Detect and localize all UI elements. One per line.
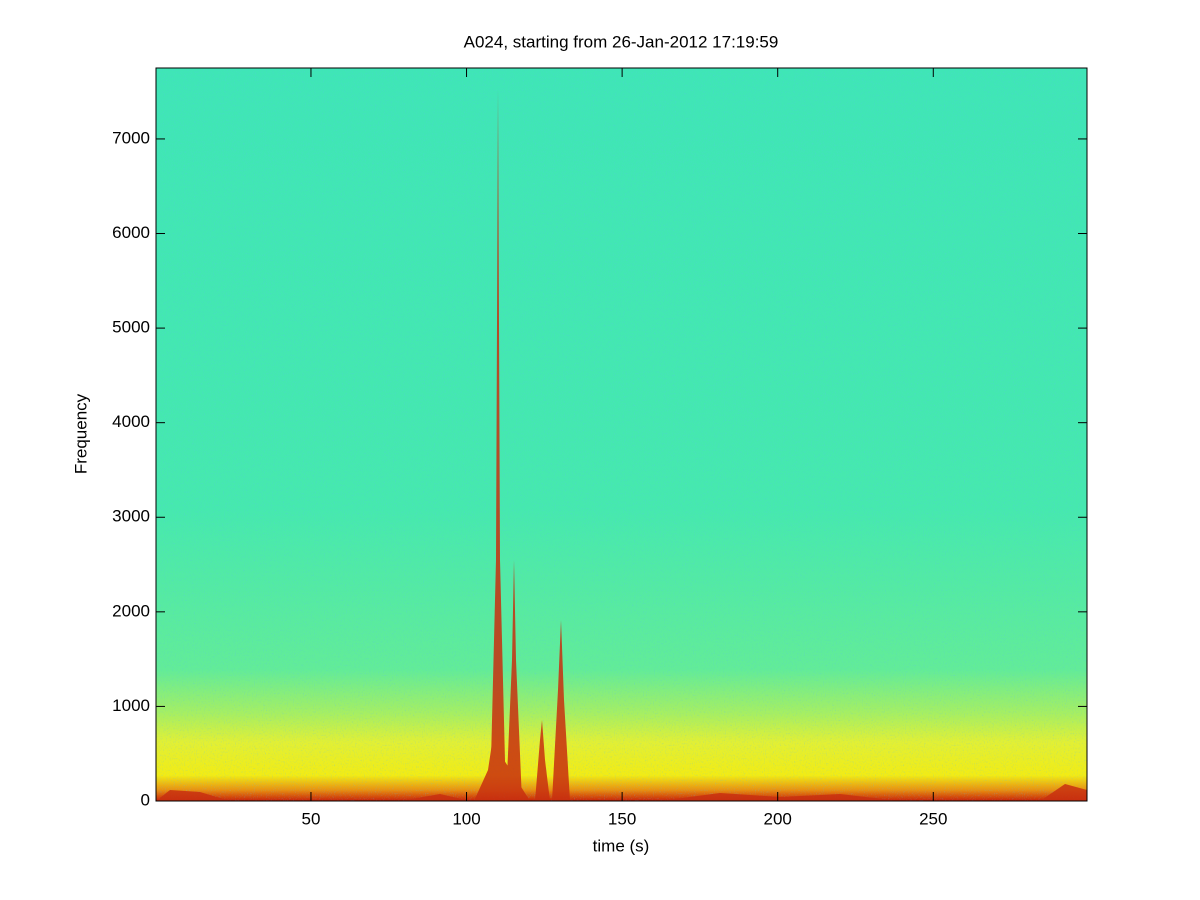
x-tick-label: 200 — [764, 809, 792, 828]
chart-title: A024, starting from 26-Jan-2012 17:19:59 — [464, 32, 779, 51]
y-tick-label: 6000 — [112, 223, 150, 242]
y-axis-label: Frequency — [71, 393, 90, 474]
y-tick-label: 7000 — [112, 128, 150, 147]
x-tick-label: 250 — [919, 809, 947, 828]
y-tick-label: 0 — [141, 790, 150, 809]
spectrogram-image — [156, 68, 1087, 801]
x-tick-label: 100 — [452, 809, 480, 828]
x-tick-label: 50 — [301, 809, 320, 828]
x-tick-label: 150 — [608, 809, 636, 828]
y-tick-label: 3000 — [112, 507, 150, 526]
y-tick-label: 1000 — [112, 696, 150, 715]
y-tick-label: 5000 — [112, 318, 150, 337]
y-tick-label: 2000 — [112, 601, 150, 620]
x-axis-label: time (s) — [593, 836, 650, 855]
plot-frame — [155, 67, 1088, 802]
y-tick-label: 4000 — [112, 412, 150, 431]
